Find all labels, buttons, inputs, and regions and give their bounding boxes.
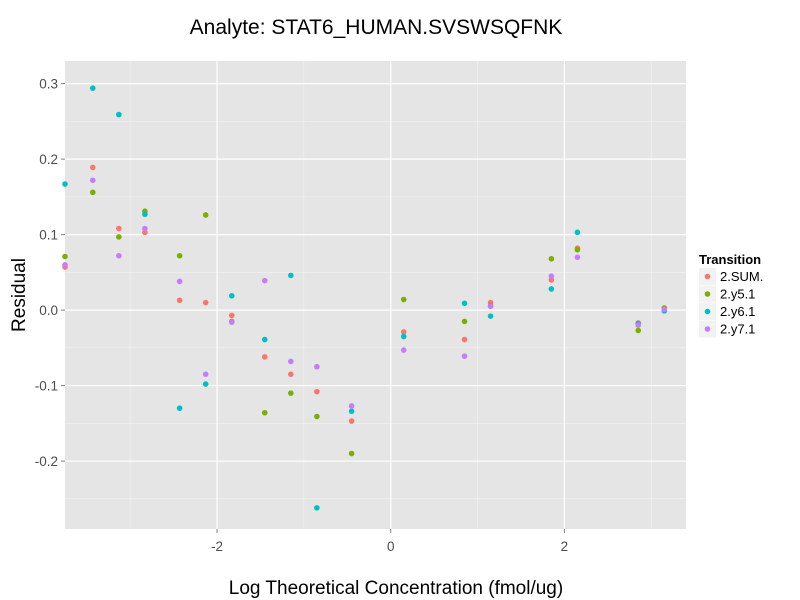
data-point [176, 252, 183, 259]
plot-panel [65, 61, 686, 529]
data-point [288, 358, 294, 365]
data-point [89, 85, 96, 91]
data-point [202, 371, 209, 378]
data-point [348, 403, 355, 409]
data-point [62, 253, 68, 260]
data-point [348, 418, 355, 424]
y-tick-label: 0.2 [39, 152, 58, 167]
data-point [261, 336, 268, 343]
data-points [62, 85, 668, 511]
data-point [228, 319, 235, 325]
data-point [574, 246, 581, 253]
data-point [288, 371, 294, 378]
data-point [548, 255, 555, 262]
data-point [228, 312, 235, 319]
legend-key [704, 308, 711, 315]
data-point [400, 296, 407, 303]
data-point [176, 297, 183, 304]
data-point [314, 363, 320, 370]
data-point [548, 273, 555, 279]
x-tick-label: -2 [211, 539, 223, 554]
x-axis-ticks: -2 0 2 [211, 529, 568, 554]
legend-key [704, 326, 711, 332]
data-point [62, 181, 68, 187]
data-point [261, 354, 268, 360]
legend-label: 2.y7.1 [720, 322, 755, 337]
legend-label: 2.y6.1 [720, 304, 755, 319]
data-point [461, 318, 468, 325]
data-point [288, 272, 294, 279]
data-point [635, 327, 642, 334]
data-point [202, 381, 209, 387]
data-point [116, 252, 122, 259]
x-tick-label: 2 [561, 539, 569, 554]
data-point [62, 262, 68, 268]
data-point [314, 413, 320, 420]
data-point [116, 111, 122, 118]
data-point [487, 313, 494, 319]
data-point [548, 286, 555, 292]
data-point [574, 229, 581, 236]
legend-label: 2.SUM. [720, 269, 763, 284]
data-point [635, 322, 642, 328]
data-point [142, 225, 148, 232]
data-point [661, 306, 668, 313]
legend-label: 2.y5.1 [720, 287, 755, 302]
data-point [400, 333, 407, 340]
legend-key [704, 291, 711, 297]
data-point [461, 300, 468, 307]
data-point [348, 408, 355, 415]
legend: Transition 2.SUM. 2.y5.1 2.y6.1 2.y7.1 [699, 252, 763, 338]
legend-key [704, 273, 711, 280]
x-tick-label: 0 [387, 539, 395, 554]
data-point [116, 234, 122, 240]
data-point [487, 303, 494, 310]
data-point [116, 225, 122, 232]
data-point [314, 388, 320, 395]
grid-lines [65, 61, 686, 529]
data-point [461, 353, 468, 359]
data-point [400, 347, 407, 353]
y-axis-ticks: -0.2 -0.1 0.0 0.1 0.2 0.3 [35, 77, 65, 469]
data-point [400, 329, 407, 335]
chart-title: Analyte: STAT6_HUMAN.SVSWSQFNK [190, 16, 563, 39]
data-point [461, 336, 468, 343]
data-point [142, 211, 148, 218]
y-tick-label: 0.1 [39, 228, 58, 243]
data-point [348, 450, 355, 457]
y-tick-label: -0.2 [35, 454, 58, 469]
x-axis-title: Log Theoretical Concentration (fmol/ug) [229, 578, 563, 599]
y-tick-label: 0.3 [39, 77, 58, 92]
data-point [176, 405, 183, 412]
y-axis-title: Residual [9, 258, 30, 332]
legend-title: Transition [699, 252, 761, 267]
data-point [89, 164, 96, 171]
y-tick-label: 0.0 [39, 303, 58, 318]
data-point [314, 505, 320, 511]
data-point [574, 254, 581, 261]
data-point [89, 177, 96, 184]
data-point [288, 390, 294, 396]
y-tick-label: -0.1 [35, 379, 58, 394]
data-point [89, 189, 96, 196]
data-point [261, 409, 268, 416]
data-point [176, 278, 183, 285]
data-point [202, 299, 209, 306]
data-point [202, 212, 209, 218]
data-point [228, 292, 235, 299]
data-point [261, 277, 268, 284]
